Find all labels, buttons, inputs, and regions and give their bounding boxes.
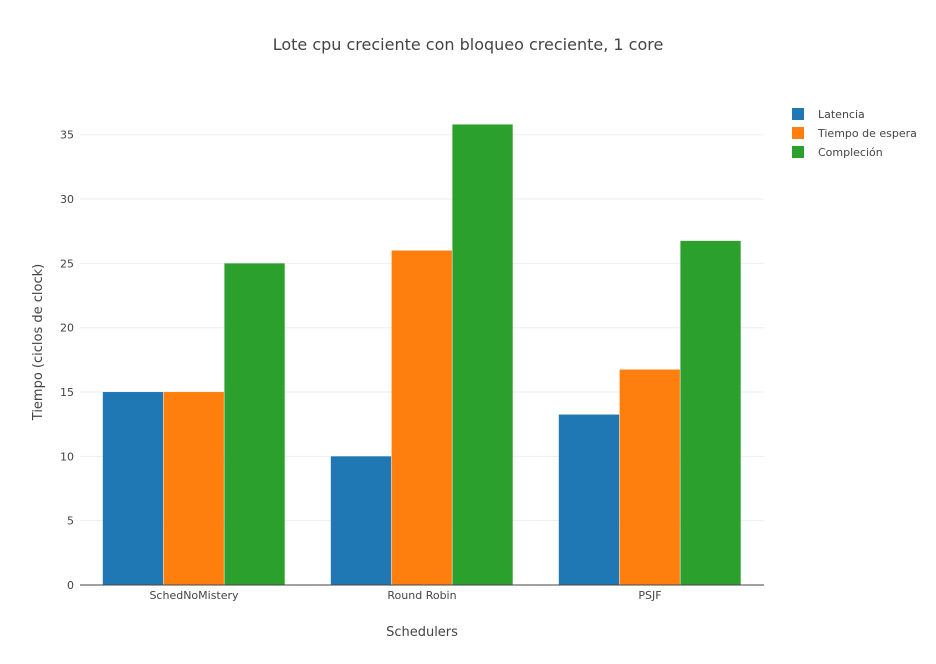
chart-title: Lote cpu creciente con bloqueo creciente… — [273, 35, 664, 54]
bar[interactable] — [558, 414, 620, 585]
y-tick-label: 0 — [67, 579, 74, 592]
legend-label[interactable]: Latencia — [818, 108, 865, 121]
y-axis-ticks: 0 5 10 15 20 25 30 35 — [60, 129, 74, 592]
y-tick-label: 15 — [60, 386, 74, 399]
y-tick-label: 20 — [60, 322, 74, 335]
bars — [102, 124, 741, 586]
legend-swatch[interactable] — [792, 146, 804, 158]
x-tick-label: SchedNoMistery — [149, 589, 239, 602]
legend-label[interactable]: Compleción — [818, 146, 883, 159]
bar[interactable] — [391, 250, 452, 585]
legend-swatch[interactable] — [792, 108, 804, 120]
bar[interactable] — [163, 392, 224, 585]
bar[interactable] — [619, 369, 680, 585]
bar[interactable] — [224, 263, 285, 585]
y-tick-label: 10 — [60, 450, 74, 463]
legend[interactable]: Latencia Tiempo de espera Compleción — [792, 108, 917, 159]
y-tick-label: 35 — [60, 129, 74, 142]
legend-label[interactable]: Tiempo de espera — [817, 127, 917, 140]
bar[interactable] — [330, 456, 392, 585]
x-tick-label: Round Robin — [387, 589, 456, 602]
y-tick-label: 5 — [67, 515, 74, 528]
bar[interactable] — [102, 392, 164, 585]
y-tick-label: 25 — [60, 257, 74, 270]
y-axis-title: Tiempo (ciclos de clock) — [31, 264, 46, 421]
bar[interactable] — [452, 124, 513, 586]
x-axis-ticks: SchedNoMistery Round Robin PSJF — [149, 589, 661, 602]
legend-swatch[interactable] — [792, 127, 804, 139]
bar[interactable] — [680, 240, 741, 585]
y-tick-label: 30 — [60, 193, 74, 206]
x-axis-title: Schedulers — [386, 625, 458, 640]
x-tick-label: PSJF — [638, 589, 661, 602]
